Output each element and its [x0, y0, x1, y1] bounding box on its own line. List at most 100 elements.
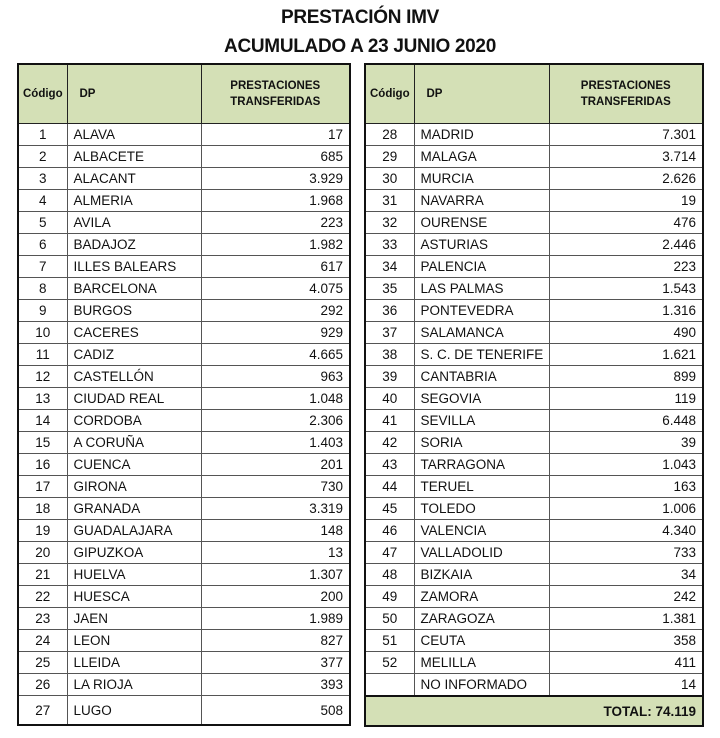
table-row: 7 ILLES BALEARS 617 [17, 255, 351, 278]
cell-code: 42 [364, 431, 415, 454]
cell-value: 223 [200, 211, 351, 234]
table-row: 42 SORIA 39 [364, 431, 704, 454]
cell-dp: LUGO [66, 695, 202, 726]
cell-value: 1.989 [200, 607, 351, 630]
table-row: 25 LLEIDA 377 [17, 651, 351, 674]
cell-dp: JAEN [66, 607, 202, 630]
table-row: 8 BARCELONA 4.075 [17, 277, 351, 300]
cell-value: 39 [548, 431, 704, 454]
cell-value: 119 [548, 387, 704, 410]
cell-dp: HUESCA [66, 585, 202, 608]
table-row: 38 S. C. DE TENERIFE 1.621 [364, 343, 704, 366]
cell-dp: ZARAGOZA [413, 607, 550, 630]
table-row: 41 SEVILLA 6.448 [364, 409, 704, 432]
cell-dp: ALBACETE [66, 145, 202, 168]
cell-code: 8 [17, 277, 68, 300]
cell-value: 730 [200, 475, 351, 498]
cell-dp: LLEIDA [66, 651, 202, 674]
cell-dp: BADAJOZ [66, 233, 202, 256]
cell-value: 393 [200, 673, 351, 696]
cell-value: 6.448 [548, 409, 704, 432]
table-row: 46 VALENCIA 4.340 [364, 519, 704, 542]
cell-value: 19 [548, 189, 704, 212]
cell-code: 12 [17, 365, 68, 388]
cell-value: 899 [548, 365, 704, 388]
cell-dp: CANTABRIA [413, 365, 550, 388]
cell-dp: ASTURIAS [413, 233, 550, 256]
cell-code: 7 [17, 255, 68, 278]
table-row: 26 LA RIOJA 393 [17, 673, 351, 696]
cell-dp: NO INFORMADO [413, 673, 550, 697]
cell-dp: CASTELLÓN [66, 365, 202, 388]
cell-code: 38 [364, 343, 415, 366]
table-row: 21 HUELVA 1.307 [17, 563, 351, 586]
table-row: 20 GIPUZKOA 13 [17, 541, 351, 564]
cell-value: 34 [548, 563, 704, 586]
cell-value: 1.543 [548, 277, 704, 300]
cell-value: 292 [200, 299, 351, 322]
table-row: 3 ALACANT 3.929 [17, 167, 351, 190]
table-row: 30 MURCIA 2.626 [364, 167, 704, 190]
cell-code: 35 [364, 277, 415, 300]
table-row: 49 ZAMORA 242 [364, 585, 704, 608]
cell-code: 24 [17, 629, 68, 652]
cell-value: 2.306 [200, 409, 351, 432]
cell-code: 5 [17, 211, 68, 234]
table-row: 31 NAVARRA 19 [364, 189, 704, 212]
table-row: 13 CIUDAD REAL 1.048 [17, 387, 351, 410]
cell-value: 490 [548, 321, 704, 344]
cell-code: 47 [364, 541, 415, 564]
cell-dp: S. C. DE TENERIFE [413, 343, 550, 366]
table-row: 12 CASTELLÓN 963 [17, 365, 351, 388]
cell-value: 1.048 [200, 387, 351, 410]
table-row: 39 CANTABRIA 899 [364, 365, 704, 388]
cell-value: 13 [200, 541, 351, 564]
cell-code: 36 [364, 299, 415, 322]
cell-value: 377 [200, 651, 351, 674]
cell-dp: BARCELONA [66, 277, 202, 300]
cell-value: 685 [200, 145, 351, 168]
cell-dp: BIZKAIA [413, 563, 550, 586]
table-row: 51 CEUTA 358 [364, 629, 704, 652]
cell-dp: TOLEDO [413, 497, 550, 520]
header-dp: DP [66, 63, 202, 124]
cell-code [364, 673, 415, 697]
cell-code: 49 [364, 585, 415, 608]
table-row: 34 PALENCIA 223 [364, 255, 704, 278]
table-row: 28 MADRID 7.301 [364, 123, 704, 146]
cell-value: 617 [200, 255, 351, 278]
cell-value: 148 [200, 519, 351, 542]
cell-dp: ALAVA [66, 123, 202, 146]
cell-dp: MURCIA [413, 167, 550, 190]
cell-dp: OURENSE [413, 211, 550, 234]
cell-value: 1.307 [200, 563, 351, 586]
header-dp: DP [413, 63, 550, 124]
cell-dp: MALAGA [413, 145, 550, 168]
cell-value: 476 [548, 211, 704, 234]
cell-value: 358 [548, 629, 704, 652]
table-row: 52 MELILLA 411 [364, 651, 704, 674]
table-row: 47 VALLADOLID 733 [364, 541, 704, 564]
table-row: 6 BADAJOZ 1.982 [17, 233, 351, 256]
cell-dp: LA RIOJA [66, 673, 202, 696]
header-code: Código [17, 63, 68, 124]
cell-value: 1.316 [548, 299, 704, 322]
cell-code: 39 [364, 365, 415, 388]
table-row: 32 OURENSE 476 [364, 211, 704, 234]
cell-code: 13 [17, 387, 68, 410]
cell-code: 25 [17, 651, 68, 674]
table-row: 29 MALAGA 3.714 [364, 145, 704, 168]
cell-dp: ILLES BALEARS [66, 255, 202, 278]
cell-dp: MADRID [413, 123, 550, 146]
cell-dp: NAVARRA [413, 189, 550, 212]
table-row: 15 A CORUÑA 1.403 [17, 431, 351, 454]
cell-code: 43 [364, 453, 415, 476]
cell-code: 50 [364, 607, 415, 630]
cell-value: 3.714 [548, 145, 704, 168]
table-row: 22 HUESCA 200 [17, 585, 351, 608]
cell-code: 51 [364, 629, 415, 652]
table-row: 43 TARRAGONA 1.043 [364, 453, 704, 476]
cell-value: 1.621 [548, 343, 704, 366]
cell-code: 28 [364, 123, 415, 146]
table-row: 2 ALBACETE 685 [17, 145, 351, 168]
